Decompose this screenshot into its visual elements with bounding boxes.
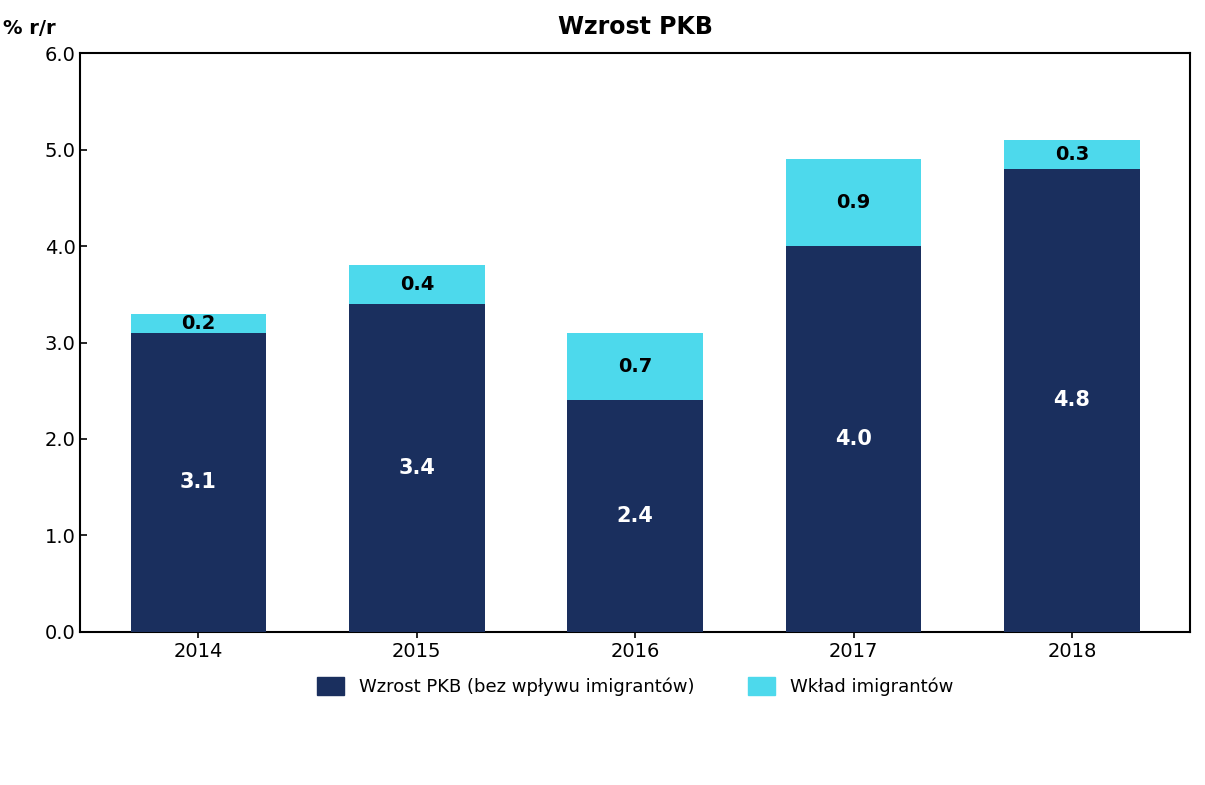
Bar [349,304,484,632]
Title: Wzrost PKB: Wzrost PKB [558,15,712,39]
Text: 3.1: 3.1 [180,473,217,492]
Bar [786,159,921,246]
Bar [131,314,266,333]
Bar [349,265,484,304]
Text: 3.4: 3.4 [399,458,435,478]
Bar [131,333,266,632]
Legend: Wzrost PKB (bez wpływu imigrantów), Wkład imigrantów: Wzrost PKB (bez wpływu imigrantów), Wkła… [310,670,960,703]
Text: 2.4: 2.4 [617,506,653,526]
Bar [786,246,921,632]
Text: 0.7: 0.7 [618,357,652,376]
Text: % r/r: % r/r [2,19,55,38]
Bar [568,400,703,632]
Text: 4.0: 4.0 [835,429,872,449]
Text: 4.8: 4.8 [1053,390,1091,411]
Text: 0.9: 0.9 [836,193,871,212]
Bar [1004,169,1140,632]
Bar [568,333,703,400]
Text: 0.2: 0.2 [181,314,216,333]
Bar [1004,141,1140,169]
Text: 0.3: 0.3 [1054,145,1089,164]
Text: 0.4: 0.4 [400,276,434,294]
